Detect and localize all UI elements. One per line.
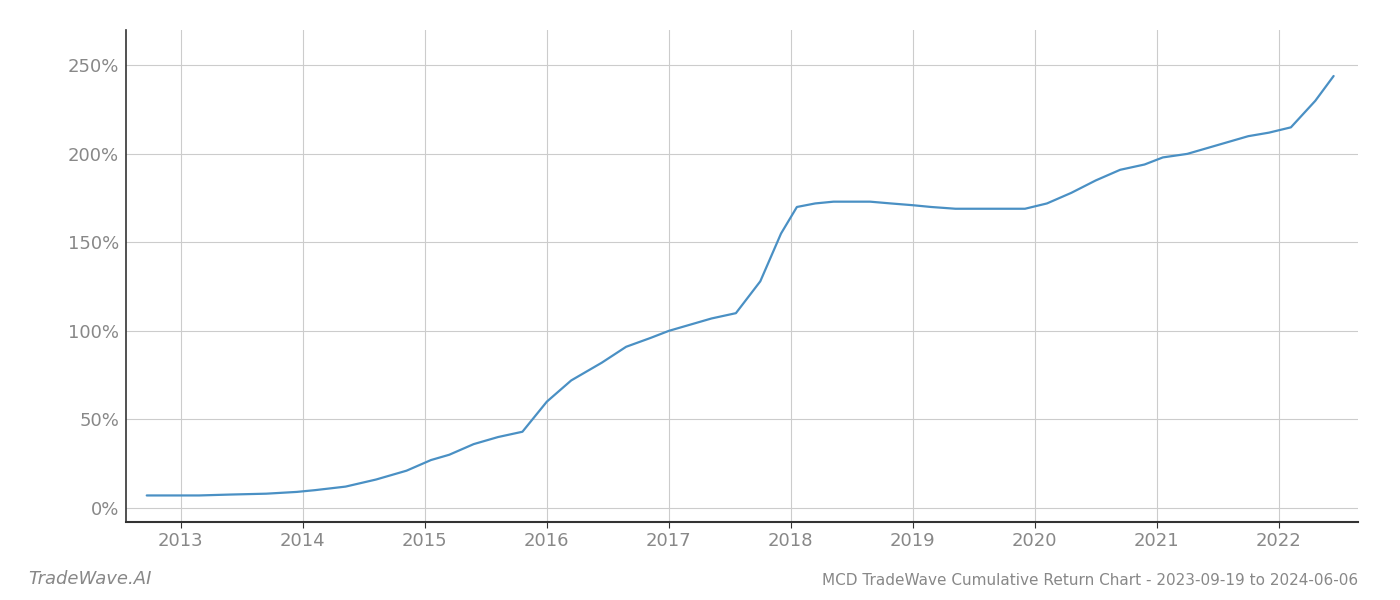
Text: MCD TradeWave Cumulative Return Chart - 2023-09-19 to 2024-06-06: MCD TradeWave Cumulative Return Chart - … (822, 573, 1358, 588)
Text: TradeWave.AI: TradeWave.AI (28, 570, 151, 588)
